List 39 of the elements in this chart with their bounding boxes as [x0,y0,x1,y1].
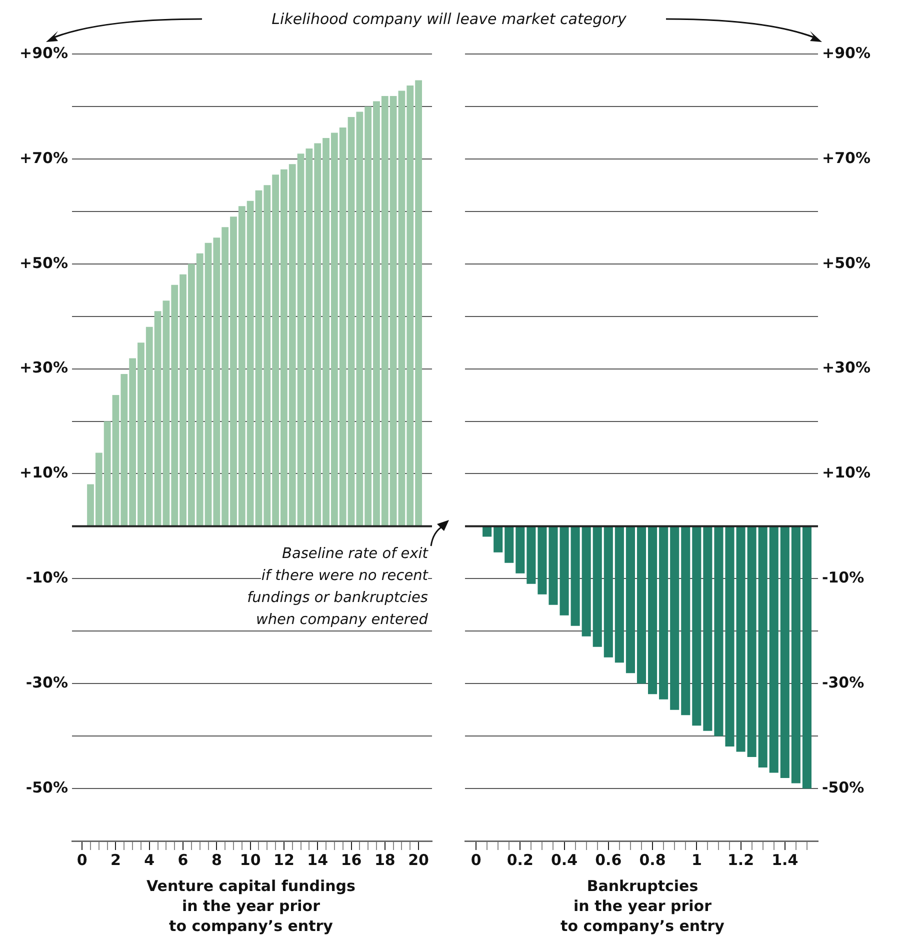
y-tick-label: -10% [26,568,68,587]
x-tick-label: 1 [691,850,702,869]
y2-tick-label: -50% [822,778,864,796]
x-tick-label: 10 [240,850,261,869]
y-tick-label: +30% [20,358,68,377]
x-tick-label: 0.4 [550,850,578,869]
y-tick-label: -30% [26,673,68,692]
y2-tick-label: +10% [822,464,870,482]
x-tick-label: 0.8 [639,850,666,869]
y2-tick-label: -30% [822,673,864,692]
x-tick-label: 2 [110,850,121,869]
y2-tick-label: +30% [822,358,870,377]
x-tick-label: 0 [470,850,482,869]
y-tick-label: +50% [20,254,68,272]
x-tick-label: 20 [408,850,429,869]
y2-tick-label: +90% [822,44,870,62]
y-tick-label: +70% [20,148,68,167]
y-tick-label: +90% [20,44,68,62]
x-tick-label: 8 [211,850,222,869]
x-tick-label: 14 [307,850,328,869]
y-tick-label: +10% [20,464,68,482]
x-tick-label: 1.4 [772,850,798,869]
x-axis-title: Bankruptcies in the year prior to company’s entry [560,876,726,936]
x-tick-label: 0.2 [506,850,534,869]
x-tick-label: 12 [274,850,294,869]
annotation: Baseline rate of exit if there were no recent fundings or bankruptcies when company entered [247,546,428,628]
x-tick-label: 18 [374,850,396,869]
chart-title: Likelihood company will leave market category [264,10,634,28]
x-tick-label: 6 [178,850,188,869]
y-tick-label: -50% [26,778,68,796]
x-tick-label: 4 [144,850,155,869]
y2-tick-label: +50% [822,254,870,272]
x-tick-label: 0 [76,850,88,869]
y2-tick-label: -10% [822,568,864,587]
x-tick-label: 1.2 [727,850,754,869]
y2-tick-label: +70% [822,148,870,167]
x-tick-label: 0.6 [595,850,622,869]
x-axis-title: Venture capital fundings in the year prior to company’s entry [146,876,356,936]
x-tick-label: 16 [340,850,362,869]
